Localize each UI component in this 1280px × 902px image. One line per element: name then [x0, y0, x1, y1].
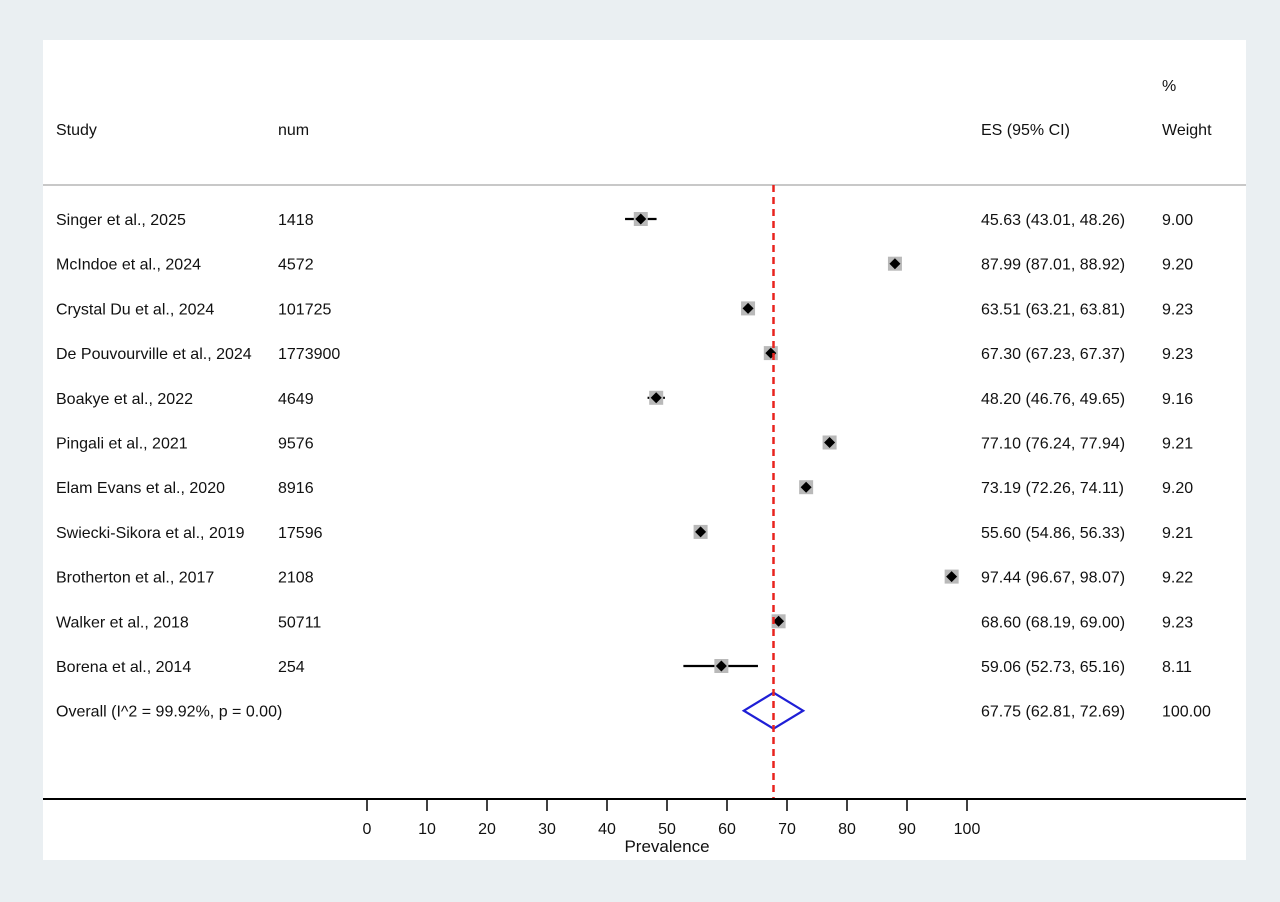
study-es-ci: 77.10 (76.24, 77.94): [981, 436, 1125, 453]
header-es: ES (95% CI): [981, 122, 1070, 139]
study-weight: 9.22: [1162, 570, 1193, 587]
x-tick-label: 60: [718, 821, 736, 838]
study-weight: 9.21: [1162, 525, 1193, 542]
point-estimate: [715, 660, 727, 672]
study-name: Pingali et al., 2021: [56, 436, 188, 453]
study-num: 254: [278, 659, 305, 676]
study-num: 17596: [278, 525, 323, 542]
study-weight: 9.21: [1162, 436, 1193, 453]
study-num: 4572: [278, 257, 314, 274]
study-es-ci: 73.19 (72.26, 74.11): [981, 480, 1124, 497]
study-es-ci: 68.60 (68.19, 69.00): [981, 614, 1125, 631]
study-name: Singer et al., 2025: [56, 212, 186, 229]
study-weight: 9.00: [1162, 212, 1193, 229]
study-es-ci: 59.06 (52.73, 65.16): [981, 659, 1125, 676]
x-axis-title: Prevalence: [624, 837, 709, 856]
forest-plot: % Study num ES (95% CI) Weight Singer et…: [43, 78, 1246, 856]
study-name: De Pouvourville et al., 2024: [56, 346, 252, 363]
point-estimate: [824, 437, 836, 448]
study-weight: 9.20: [1162, 480, 1193, 497]
study-name: Elam Evans et al., 2020: [56, 480, 225, 497]
study-num: 8916: [278, 480, 314, 497]
study-name: Walker et al., 2018: [56, 614, 189, 631]
study-name: Brotherton et al., 2017: [56, 570, 214, 587]
x-tick-label: 40: [598, 821, 616, 838]
point-estimate: [773, 615, 785, 627]
study-name: Crystal Du et al., 2024: [56, 301, 214, 318]
x-tick-label: 10: [418, 821, 436, 838]
point-estimate: [635, 213, 647, 225]
overall-diamond: [741, 691, 806, 730]
forest-plot-panel: % Study num ES (95% CI) Weight Singer et…: [43, 40, 1246, 860]
header-weight: Weight: [1162, 122, 1212, 139]
point-estimate: [650, 392, 662, 404]
study-es-ci: 63.51 (63.21, 63.81): [981, 301, 1125, 318]
x-tick-label: 50: [658, 821, 676, 838]
study-weight: 9.20: [1162, 257, 1193, 274]
study-num: 4649: [278, 391, 314, 408]
study-es-ci: 48.20 (46.76, 49.65): [981, 391, 1125, 408]
study-num: 101725: [278, 301, 331, 318]
study-name: Swiecki-Sikora et al., 2019: [56, 525, 245, 542]
point-estimate: [889, 258, 901, 270]
study-name: Boakye et al., 2022: [56, 391, 193, 408]
header-num: num: [278, 122, 309, 139]
study-num: 50711: [278, 614, 321, 631]
study-weight: 9.23: [1162, 614, 1193, 631]
point-estimate: [946, 571, 958, 583]
study-weight: 9.23: [1162, 301, 1193, 318]
point-estimate: [695, 526, 707, 538]
x-tick-label: 100: [954, 821, 981, 838]
study-name: McIndoe et al., 2024: [56, 257, 201, 274]
study-es-ci: 45.63 (43.01, 48.26): [981, 212, 1125, 229]
study-weight: 8.11: [1162, 659, 1192, 676]
study-rows: Singer et al., 2025 1418 45.63 (43.01, 48.…: [56, 185, 1211, 798]
overall-weight: 100.00: [1162, 704, 1211, 721]
x-axis: 0 10 20 30 40 50 60 70 80 90 100 Prevalence: [43, 798, 1246, 856]
study-es-ci: 87.99 (87.01, 88.92): [981, 257, 1125, 274]
study-es-ci: 97.44 (96.67, 98.07): [981, 570, 1125, 587]
x-tick-label: 0: [363, 821, 372, 838]
study-es-ci: 55.60 (54.86, 56.33): [981, 525, 1125, 542]
study-weight: 9.23: [1162, 346, 1193, 363]
header-study: Study: [56, 122, 97, 139]
point-estimate: [742, 302, 754, 314]
x-tick-label: 80: [838, 821, 856, 838]
study-name: Borena et al., 2014: [56, 659, 191, 676]
overall-es-ci: 67.75 (62.81, 72.69): [981, 704, 1125, 721]
study-num: 9576: [278, 436, 314, 453]
point-estimate: [800, 481, 812, 493]
x-tick-label: 30: [538, 821, 556, 838]
study-num: 2108: [278, 570, 314, 587]
study-weight: 9.16: [1162, 391, 1193, 408]
study-num: 1773900: [278, 346, 340, 363]
study-es-ci: 67.30 (67.23, 67.37): [981, 346, 1125, 363]
x-tick-label: 90: [898, 821, 916, 838]
x-tick-label: 70: [778, 821, 796, 838]
x-tick-label: 20: [478, 821, 496, 838]
header-weight-pct: %: [1162, 78, 1176, 95]
study-num: 1418: [278, 212, 314, 229]
overall-label: Overall (I^2 = 99.92%, p = 0.00): [56, 704, 282, 721]
